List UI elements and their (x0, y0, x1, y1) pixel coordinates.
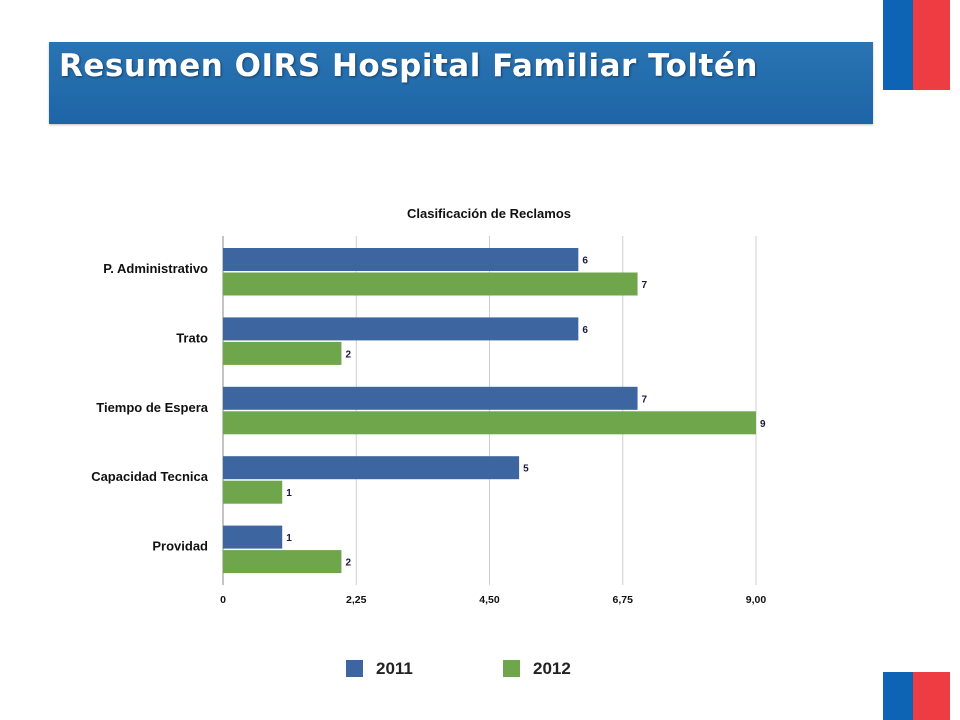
x-tick-label: 6,75 (613, 594, 634, 606)
chart-title: Clasificación de Reclamos (407, 206, 571, 221)
flag-blue-stripe (883, 0, 913, 90)
chile-flag-stripe-bottom (883, 672, 950, 720)
bar-2012 (223, 411, 756, 435)
x-tick-label: 0 (220, 594, 226, 606)
bar-2012 (223, 480, 283, 504)
data-label: 7 (642, 280, 648, 291)
x-tick-label: 9,00 (746, 594, 767, 606)
legend-swatch-2011 (346, 660, 363, 677)
legend-swatch-2012 (503, 660, 520, 677)
bar-2011 (223, 525, 283, 549)
bar-2012 (223, 272, 638, 296)
bar-2011 (223, 456, 520, 480)
bar-2011 (223, 386, 638, 410)
category-label: Capacidad Tecnica (91, 469, 209, 484)
category-label: Providad (152, 539, 208, 554)
x-tick-label: 4,50 (479, 594, 500, 606)
x-tick-label: 2,25 (346, 594, 367, 606)
bar-2012 (223, 550, 342, 574)
flag-blue-stripe (883, 672, 913, 720)
data-label: 2 (345, 558, 351, 569)
data-label: 9 (760, 419, 766, 430)
page-title: Resumen OIRS Hospital Familiar Toltén (59, 48, 758, 84)
title-banner: Resumen OIRS Hospital Familiar Toltén (49, 42, 873, 124)
bar-2012 (223, 341, 342, 365)
data-label: 6 (582, 325, 588, 336)
data-label: 2 (345, 349, 351, 360)
data-label: 7 (642, 394, 648, 405)
flag-red-stripe (913, 672, 950, 720)
data-label: 5 (523, 464, 529, 475)
chile-flag-stripe-top (883, 0, 950, 90)
bar-2011 (223, 248, 579, 271)
category-label: P. Administrativo (103, 261, 208, 276)
bar-2011 (223, 317, 579, 341)
legend-label-2011: 2011 (376, 659, 413, 678)
category-label: Tiempo de Espera (96, 400, 209, 415)
data-label: 6 (582, 256, 588, 267)
flag-red-stripe (913, 0, 950, 90)
category-label: Trato (176, 330, 208, 345)
data-label: 1 (286, 533, 292, 544)
data-label: 1 (286, 488, 292, 499)
legend-label-2012: 2012 (533, 659, 571, 678)
